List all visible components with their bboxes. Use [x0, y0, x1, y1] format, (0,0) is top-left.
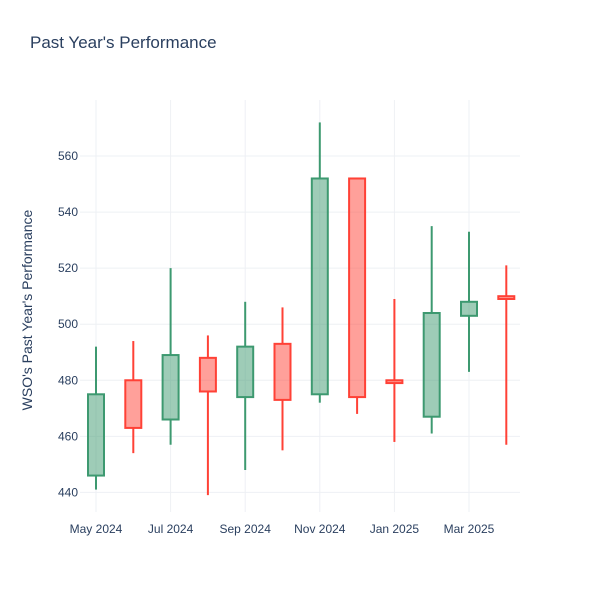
candle-body	[422, 312, 441, 418]
gridlines	[80, 100, 520, 512]
candle-increasing	[460, 231, 478, 372]
candle-decreasing	[124, 341, 143, 454]
candle-body	[310, 177, 329, 396]
x-tick-label: Jan 2025	[370, 522, 420, 536]
y-tick-label: 540	[58, 205, 78, 219]
candle-increasing	[236, 301, 255, 470]
candles	[87, 122, 516, 496]
candle-body	[198, 356, 217, 393]
candle-body	[161, 354, 180, 421]
y-tick-label: 500	[58, 317, 78, 331]
candle-decreasing	[497, 265, 516, 445]
candle-decreasing	[348, 177, 367, 414]
candle-increasing	[87, 346, 105, 490]
candle-body	[348, 177, 367, 399]
candle-decreasing	[273, 307, 292, 451]
chart-title: Past Year's Performance	[30, 33, 217, 52]
y-tick-label: 480	[58, 373, 78, 387]
candle-body	[236, 345, 255, 399]
candle-decreasing	[385, 298, 404, 442]
candle-body	[497, 295, 516, 300]
candle-body	[87, 393, 105, 477]
candle-increasing	[161, 268, 180, 445]
x-tick-label: Sep 2024	[220, 522, 272, 536]
candle-body	[124, 379, 143, 429]
y-axis-label: WSO's Past Year's Performance	[19, 209, 35, 410]
candle-decreasing	[198, 335, 217, 496]
x-tick-label: Mar 2025	[444, 522, 495, 536]
y-tick-label: 440	[58, 485, 78, 499]
x-axis: May 2024 Jul 2024 Sep 2024 Nov 2024 Jan 2025…	[70, 522, 495, 536]
y-tick-label: 460	[58, 429, 78, 443]
candle-increasing	[310, 122, 329, 403]
candle-increasing	[422, 226, 441, 434]
y-axis: 440 460 480 500 520 540 560	[58, 149, 78, 499]
x-tick-label: Nov 2024	[294, 522, 346, 536]
y-tick-label: 560	[58, 149, 78, 163]
y-tick-label: 520	[58, 261, 78, 275]
x-tick-label: May 2024	[70, 522, 123, 536]
x-tick-label: Jul 2024	[148, 522, 194, 536]
candle-body	[273, 342, 292, 401]
candle-body	[385, 379, 404, 385]
candle-body	[460, 300, 478, 317]
